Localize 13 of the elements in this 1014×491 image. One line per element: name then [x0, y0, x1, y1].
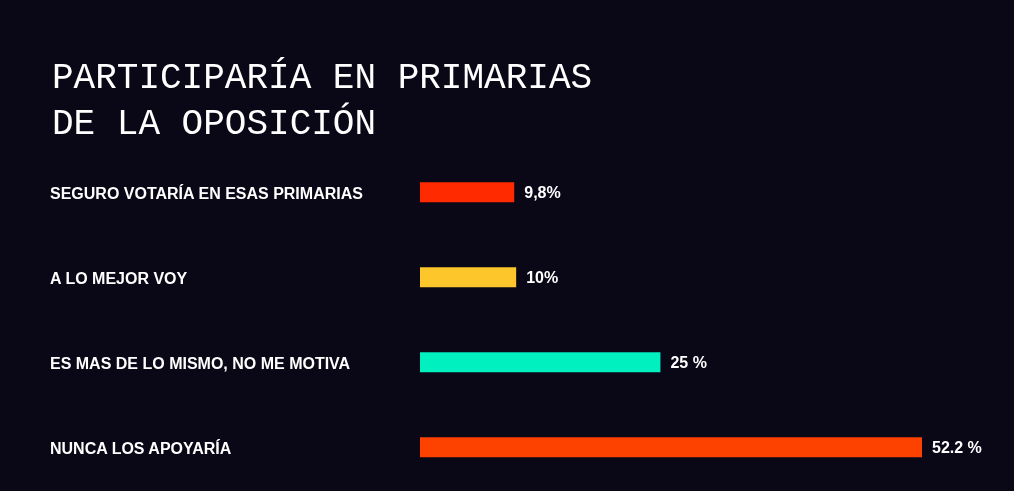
y-tick-label: ES MAS DE LO MISMO, NO ME MOTIVA — [50, 354, 351, 372]
data-label: 10% — [526, 269, 559, 287]
bar — [420, 267, 517, 288]
chart-title: PARTICIPARÍA EN PRIMARIAS DE LA OPOSICIÓN — [52, 56, 593, 147]
y-tick-label: NUNCA LOS APOYARÍA — [50, 438, 232, 457]
bar — [420, 182, 515, 203]
data-label: 9,8% — [524, 184, 561, 202]
y-tick-label: SEGURO VOTARÍA EN ESAS PRIMARIAS — [50, 183, 364, 202]
data-label: 25 % — [670, 354, 707, 372]
bar — [420, 437, 922, 458]
data-label: 52.2 % — [932, 439, 982, 457]
bar — [420, 352, 661, 373]
y-tick-label: A LO MEJOR VOY — [50, 269, 188, 287]
